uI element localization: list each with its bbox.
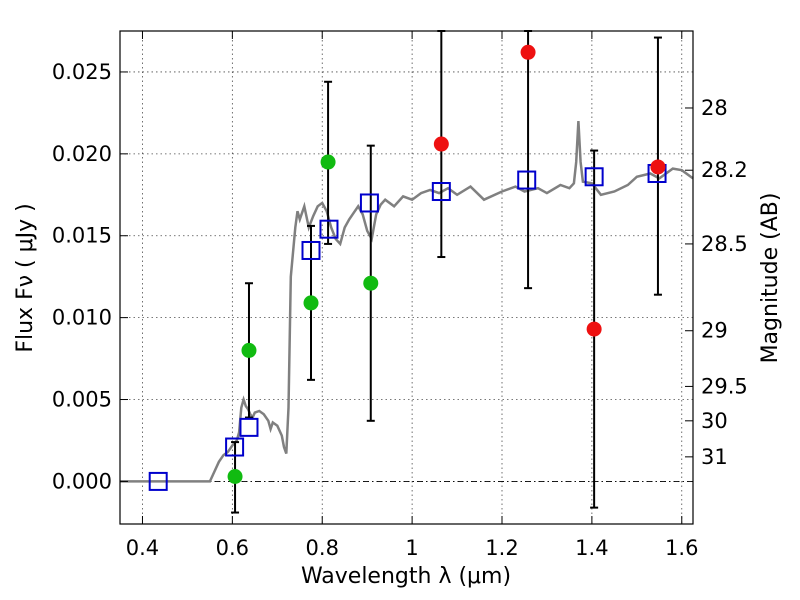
red-data-point <box>586 321 602 337</box>
red-data-point <box>520 44 536 60</box>
x-tick-label: 1.4 <box>575 536 608 560</box>
right-tick-labels: 28 28.2 28.5 29 29.5 30 31 <box>701 96 748 469</box>
x-tick-label: 0.4 <box>126 536 159 560</box>
green-data-point <box>320 154 336 170</box>
right-tick-label: 28.5 <box>701 232 748 256</box>
data-points <box>148 44 667 491</box>
y-tick-label: 0.015 <box>52 224 112 248</box>
y-tick-label: 0.000 <box>52 469 112 493</box>
plot-area <box>120 30 694 514</box>
model-photometry-square <box>431 182 451 202</box>
errorbars <box>231 30 662 514</box>
red-data-point <box>433 136 449 152</box>
green-data-point <box>303 295 319 311</box>
y-tick-labels: 0.000 0.005 0.010 0.015 0.020 0.025 <box>52 60 112 493</box>
x-tick-labels: 0.4 0.6 0.8 1 1.2 1.4 1.6 <box>126 536 699 560</box>
axis-ticks <box>120 31 693 524</box>
right-axis-label: Magnitude (AB) <box>758 193 783 364</box>
model-photometry-square <box>319 219 339 239</box>
y-tick-label: 0.025 <box>52 60 112 84</box>
right-tick-label: 29.5 <box>701 374 748 398</box>
grid <box>120 31 693 524</box>
x-axis-label: Wavelength λ (μm) <box>301 564 511 589</box>
y-tick-label: 0.010 <box>52 306 112 330</box>
right-tick-label: 28.2 <box>701 158 748 182</box>
model-photometry-square <box>225 437 245 457</box>
model-spectrum-line <box>120 121 694 483</box>
right-tick-label: 28 <box>701 96 728 120</box>
x-tick-label: 1.6 <box>665 536 698 560</box>
x-tick-label: 1.2 <box>485 536 518 560</box>
right-tick-label: 31 <box>701 445 728 469</box>
model-photometry-square <box>301 240 321 260</box>
model-photometry-square <box>359 193 379 213</box>
model-photometry-square <box>239 417 259 437</box>
y-axis-label: Flux Fν ( μJy ) <box>13 203 38 352</box>
x-tick-label: 1 <box>405 536 418 560</box>
y-tick-label: 0.005 <box>52 388 112 412</box>
model-photometry-square <box>517 170 537 190</box>
y-tick-label: 0.020 <box>52 142 112 166</box>
model-photometry-square <box>584 167 604 187</box>
red-data-point <box>650 159 666 175</box>
x-tick-label: 0.6 <box>216 536 249 560</box>
model-photometry-square <box>148 471 168 491</box>
right-tick-label: 29 <box>701 319 728 343</box>
green-data-point <box>363 275 379 291</box>
green-data-point <box>241 342 257 358</box>
right-tick-label: 30 <box>701 409 728 433</box>
green-data-point <box>227 469 243 485</box>
x-tick-label: 0.8 <box>306 536 339 560</box>
plot-frame <box>119 30 694 525</box>
